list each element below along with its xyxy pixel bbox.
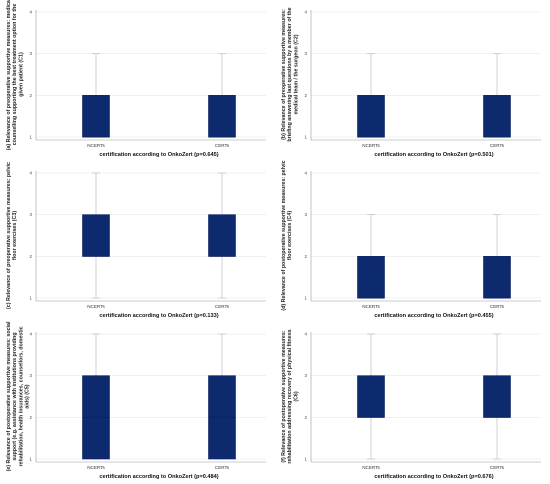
x-axis-title: certification according to OnkoZert (p=0… [99, 152, 218, 158]
y-axis-title-line: medical team / the surgeon (C2) [293, 34, 299, 114]
y-tick-label: 4 [30, 10, 33, 15]
y-tick-label: 1 [305, 457, 308, 462]
y-tick-label: 1 [305, 135, 308, 140]
y-axis-title-line: briefing answering last questions by a m… [287, 7, 293, 141]
y-tick-label: 2 [305, 254, 308, 259]
x-axis-title: certification according to OnkoZert (p=0… [374, 313, 493, 319]
boxplot-svg: 1 2 3 4 NCERTs CERTs certification according t… [6, 162, 266, 319]
x-axis-title: certification according to OnkoZert (p=0… [99, 313, 218, 319]
y-axis-title: (a) Relevance of preoperative supportive… [6, 0, 24, 150]
x-category-label: NCERTs [362, 143, 380, 148]
y-tick-label: 3 [305, 373, 308, 378]
y-tick-label: 1 [30, 296, 33, 301]
boxplot-svg: 1 2 3 4 NCERTs CERTs certification according t… [281, 160, 541, 319]
y-tick-label: 4 [305, 10, 308, 15]
box-iqr [82, 214, 110, 257]
boxplot-svg: 1 2 3 4 NCERTs CERTs certification according t… [281, 7, 541, 158]
x-category-label: NCERTs [87, 304, 105, 309]
y-axis-title-line: (a) Relevance of preoperative supportive… [6, 0, 12, 150]
y-axis-title-line: (e) Relevance of postoperative supportiv… [6, 321, 12, 471]
box-iqr [483, 256, 511, 299]
y-axis-title-line: given patient (C1) [18, 52, 24, 97]
panel-c: 1 2 3 4 NCERTs CERTs certification according t… [0, 161, 275, 322]
panel-e: 1 2 3 4 NCERTs CERTs certification according t… [0, 321, 275, 483]
box-iqr [357, 375, 385, 418]
y-tick-label: 4 [305, 171, 308, 176]
y-axis-title-line: (c) Relevance of preoperative supportive… [6, 162, 12, 309]
y-axis-title-line: floor exercises (C4) [287, 211, 293, 260]
y-axis-title: (e) Relevance of postoperative supportiv… [6, 321, 31, 471]
y-axis-title: (b) Relevance of preoperative supportive… [281, 7, 299, 141]
y-axis-title-line: (b) Relevance of preoperative supportive… [281, 9, 287, 140]
panel-d: 1 2 3 4 NCERTs CERTs certification according t… [275, 160, 550, 322]
y-axis-title-line: (d) Relevance of postoperative supportiv… [281, 160, 287, 310]
y-axis-title: (c) Relevance of preoperative supportive… [6, 162, 18, 309]
y-tick-label: 2 [305, 93, 308, 98]
y-axis-title-line: floor exercises (C3) [12, 211, 18, 260]
y-axis-title: (d) Relevance of postoperative supportiv… [281, 160, 293, 310]
box-iqr [208, 95, 236, 138]
y-tick-label: 2 [30, 254, 33, 259]
x-axis-title: certification according to OnkoZert (p=0… [374, 152, 493, 158]
boxplot-svg: 1 2 3 4 NCERTs CERTs certification according t… [6, 321, 266, 480]
y-tick-label: 3 [305, 212, 308, 217]
y-tick-label: 3 [30, 212, 33, 217]
y-axis-title-line: (C6) [293, 391, 299, 402]
x-axis-title: certification according to OnkoZert (p=0… [99, 474, 218, 480]
x-category-label: CERTs [215, 304, 230, 309]
panel-b: 1 2 3 4 NCERTs CERTs certification according t… [275, 0, 550, 161]
box-iqr [82, 95, 110, 138]
x-category-label: CERTs [490, 143, 505, 148]
y-tick-label: 3 [305, 51, 308, 56]
box-iqr [357, 256, 385, 299]
panel-f: 1 2 3 4 NCERTs CERTs certification according t… [275, 322, 550, 483]
y-axis-title-line: rehabilitation, health insurances, couns… [18, 326, 24, 466]
box-iqr [357, 95, 385, 138]
y-tick-label: 2 [30, 93, 33, 98]
y-tick-label: 2 [305, 415, 308, 420]
box-iqr [208, 214, 236, 257]
y-axis-title: (f) Relevance of postoperative supportiv… [281, 329, 299, 463]
y-tick-label: 3 [30, 373, 33, 378]
x-category-label: NCERTs [362, 304, 380, 309]
x-category-label: NCERTs [87, 465, 105, 470]
y-axis-title-line: counselling supporting the best treatmen… [12, 4, 18, 146]
x-category-label: CERTs [490, 304, 505, 309]
x-category-label: CERTs [215, 465, 230, 470]
panel-a: 1 2 3 4 NCERTs CERTs certification according t… [0, 0, 275, 161]
y-axis-title-line: support (e.g. assistance with institutio… [12, 332, 18, 460]
y-tick-label: 4 [30, 332, 33, 337]
y-tick-label: 4 [305, 332, 308, 337]
boxplot-svg: 1 2 3 4 NCERTs CERTs certification according t… [281, 329, 541, 480]
y-axis-title-line: rehabilitation addressing recovery of ph… [287, 329, 293, 463]
x-category-label: CERTs [490, 465, 505, 470]
y-tick-label: 1 [305, 296, 308, 301]
x-axis-title: certification according to OnkoZert (p=0… [374, 474, 493, 480]
y-tick-label: 1 [30, 135, 33, 140]
y-tick-label: 2 [30, 415, 33, 420]
x-category-label: CERTs [215, 143, 230, 148]
box-iqr [483, 95, 511, 138]
boxplot-svg: 1 2 3 4 NCERTs CERTs certification according t… [6, 0, 266, 158]
x-category-label: NCERTs [87, 143, 105, 148]
y-tick-label: 4 [30, 171, 33, 176]
y-tick-label: 1 [30, 457, 33, 462]
y-axis-title-line: aids) (C5) [25, 384, 31, 408]
y-axis-title-line: (f) Relevance of postoperative supportiv… [281, 330, 287, 462]
y-tick-label: 3 [30, 51, 33, 56]
x-category-label: NCERTs [362, 465, 380, 470]
box-iqr [483, 375, 511, 418]
